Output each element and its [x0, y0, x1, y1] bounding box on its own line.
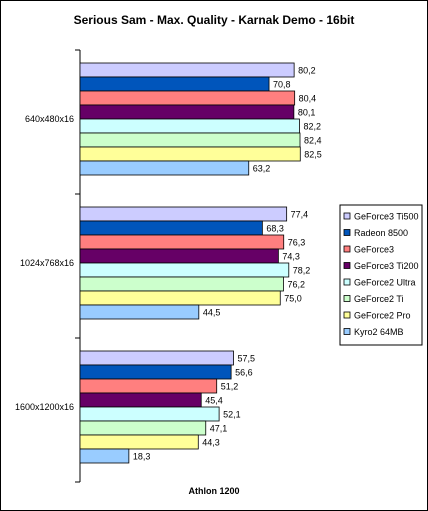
data-label-2-4: 52,1: [223, 410, 241, 420]
legend-swatch-0: [343, 212, 351, 220]
legend-label-6: GeForce2 Pro: [354, 311, 411, 321]
bar-0-5: [79, 132, 301, 148]
category-label-1: 1024x768x16: [20, 258, 74, 268]
x-axis-label: Athlon 1200: [188, 486, 239, 496]
legend-swatch-1: [343, 229, 351, 236]
legend-swatch-5: [343, 295, 351, 302]
bar-2-0: [79, 350, 234, 366]
bar-2-4: [79, 406, 220, 422]
data-label-1-4: 78,2: [293, 266, 311, 276]
legend-swatch-6: [343, 311, 351, 319]
legend-swatch-7: [343, 328, 351, 335]
data-label-0-6: 82,5: [304, 150, 322, 160]
data-label-2-5: 47,1: [210, 424, 228, 434]
bar-1-4: [79, 262, 290, 278]
legend-label-4: GeForce2 Ultra: [354, 278, 416, 288]
data-label-1-3: 74,3: [282, 252, 300, 262]
bar-1-0: [79, 206, 288, 222]
legend-swatch-2: [343, 245, 351, 253]
data-label-2-0: 57,5: [238, 354, 256, 364]
bar-0-3: [79, 104, 295, 120]
plot-area: 640x480x16 80,2 70,8 80,4 80,1 82,2 82,4 82,5 63…: [15, 49, 322, 483]
data-label-1-2: 76,3: [288, 238, 306, 248]
data-label-0-1: 70,8: [273, 80, 291, 90]
bar-0-7: [79, 160, 250, 176]
bar-2-7: [79, 448, 130, 464]
legend-label-5: GeForce2 Ti: [354, 294, 404, 304]
category-label-0: 640x480x16: [25, 114, 74, 124]
data-label-1-7: 44,5: [203, 308, 221, 318]
category-label-2: 1600x1200x16: [15, 402, 74, 412]
bar-2-2: [79, 378, 218, 394]
bar-0-6: [79, 146, 301, 162]
bar-0-2: [79, 90, 296, 106]
legend-label-3: GeForce3 Ti200: [354, 261, 419, 271]
data-label-0-0: 80,2: [298, 66, 316, 76]
bar-1-2: [79, 234, 285, 250]
legend-box: [339, 204, 423, 346]
bar-1-3: [79, 248, 279, 264]
data-label-2-2: 51,2: [221, 382, 239, 392]
legend-label-2: GeForce3: [354, 245, 394, 255]
data-label-0-4: 82,2: [303, 122, 321, 132]
data-label-1-6: 75,0: [284, 294, 302, 304]
data-label-2-7: 18,3: [133, 452, 151, 462]
legend-swatch-3: [343, 262, 351, 269]
legend: GeForce3 Ti500 Radeon 8500 GeForce3 GeForce…: [339, 204, 423, 346]
data-label-2-1: 56,6: [235, 368, 253, 378]
bar-2-1: [79, 364, 232, 380]
bar-0-4: [79, 118, 300, 134]
bar-1-5: [79, 276, 284, 292]
legend-label-0: GeForce3 Ti500: [354, 212, 419, 222]
bar-2-5: [79, 420, 207, 436]
bar-2-3: [79, 392, 202, 408]
data-label-1-5: 76,2: [287, 280, 305, 290]
legend-swatch-4: [343, 278, 351, 286]
data-label-0-2: 80,4: [299, 94, 317, 104]
data-label-0-7: 63,2: [253, 164, 271, 174]
bar-0-1: [79, 76, 270, 92]
data-label-0-5: 82,4: [304, 136, 322, 146]
bar-1-1: [79, 220, 263, 236]
legend-label-1: Radeon 8500: [354, 228, 408, 238]
chart-title: Serious Sam - Max. Quality - Karnak Demo…: [74, 13, 355, 27]
data-label-0-3: 80,1: [298, 108, 316, 118]
data-label-1-1: 68,3: [266, 224, 284, 234]
bar-0-0: [79, 62, 295, 78]
bar-1-7: [79, 304, 200, 320]
data-label-1-0: 77,4: [291, 210, 309, 220]
bar-2-6: [79, 434, 199, 450]
bar-1-6: [79, 290, 281, 306]
data-label-2-6: 44,3: [202, 438, 220, 448]
data-label-2-3: 45,4: [205, 396, 223, 406]
legend-label-7: Kyro2 64MB: [354, 327, 404, 337]
